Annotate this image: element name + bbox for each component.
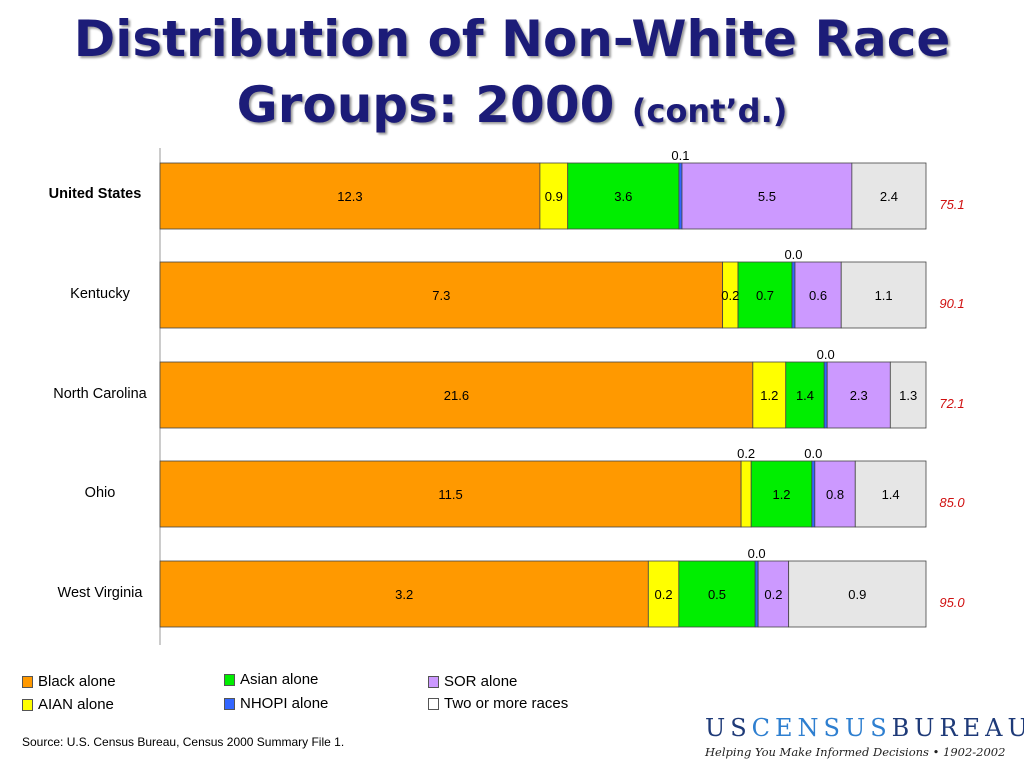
legend-label-nhopi: NHOPI alone — [240, 695, 329, 712]
segment-value-label: 0.2 — [655, 587, 673, 602]
legend-swatch-nhopi — [224, 697, 235, 710]
bar-segment — [752, 361, 787, 429]
logo-bureau: BUREAU — [891, 714, 1024, 742]
bar-segment — [159, 560, 649, 628]
bar-segment — [647, 560, 680, 628]
white-alone-value: 90.1 — [939, 296, 964, 311]
white-alone-value: 85.0 — [939, 495, 965, 510]
segment-value-label: 1.4 — [882, 487, 900, 502]
segment-value-label: 0.7 — [756, 288, 774, 303]
bar-segment — [159, 361, 754, 429]
white-alone-value: 75.1 — [939, 197, 964, 212]
segment-value-label-above: 0.0 — [748, 546, 766, 561]
segment-value-label: 1.4 — [796, 388, 814, 403]
category-label: Ohio — [85, 485, 116, 501]
bar-segment — [788, 560, 927, 628]
legend-item-asian: Asian alone — [224, 671, 318, 688]
logo-wordmark: USCENSUSBUREAU — [705, 714, 1024, 742]
logo-us: US — [705, 714, 752, 742]
segment-value-label: 0.2 — [721, 288, 739, 303]
legend-item-two-or-more: Two or more races — [428, 695, 568, 712]
census-bureau-logo: USCENSUSBUREAU Helping You Make Informed… — [705, 714, 1024, 759]
legend-item-black: Black alone — [22, 673, 116, 690]
segment-value-label: 0.9 — [545, 189, 563, 204]
legend-label-two-or-more: Two or more races — [444, 695, 569, 712]
segment-value-label: 3.2 — [395, 587, 413, 602]
bar-segment — [826, 361, 891, 429]
chart-title-main: Groups: 2000 — [236, 76, 615, 134]
segment-value-label: 1.3 — [899, 388, 917, 403]
bar-segment — [840, 261, 927, 329]
segment-value-label: 0.2 — [764, 587, 782, 602]
segment-value-label: 12.3 — [337, 189, 362, 204]
segment-value-label: 1.2 — [760, 388, 778, 403]
legend-label-aian: AIAN alone — [38, 696, 114, 713]
category-label: North Carolina — [53, 386, 147, 402]
chart-title-suffix: (cont’d.) — [631, 92, 788, 130]
segment-value-label: 0.8 — [826, 487, 844, 502]
bar-segment — [737, 261, 793, 329]
bar-segment — [754, 560, 759, 628]
bar-segment — [889, 361, 927, 429]
bar-segment — [814, 460, 856, 528]
bar-segment — [823, 361, 828, 429]
category-label: United States — [49, 186, 142, 202]
segment-value-label: 11.5 — [438, 487, 462, 502]
segment-value-label-above: 0.0 — [784, 247, 802, 262]
segment-value-label: 5.5 — [758, 189, 776, 204]
chart-title-line2: Groups: 2000 (cont’d.) — [0, 80, 1024, 130]
bar-segment — [851, 162, 927, 230]
segment-value-label: 1.2 — [772, 487, 790, 502]
bar-segment — [750, 460, 813, 528]
bar-segment — [159, 460, 742, 528]
bar-segment — [159, 162, 541, 230]
logo-tagline: Helping You Make Informed Decisions • 19… — [705, 745, 1006, 759]
segment-value-label: 2.3 — [850, 388, 868, 403]
logo-census: CENSUS — [751, 714, 892, 742]
legend-swatch-asian — [224, 673, 235, 686]
bar-segment — [791, 261, 796, 329]
bar-segment — [740, 460, 752, 528]
legend-swatch-sor — [428, 675, 439, 688]
source-note: Source: U.S. Census Bureau, Census 2000 … — [22, 735, 345, 749]
legend-label-asian: Asian alone — [240, 671, 319, 688]
segment-value-label-above: 0.0 — [804, 446, 822, 461]
segment-value-label-above: 0.2 — [737, 446, 755, 461]
bar-segment — [567, 162, 680, 230]
segment-value-label-above: 0.1 — [671, 148, 689, 163]
bar-segment — [854, 460, 927, 528]
legend-item-sor: SOR alone — [428, 673, 517, 690]
chart-title-line1: Distribution of Non-White Race — [73, 10, 951, 68]
bar-segment — [159, 261, 724, 329]
legend-label-black: Black alone — [38, 673, 116, 690]
bar-segment — [811, 460, 816, 528]
segment-value-label: 3.6 — [614, 189, 632, 204]
segment-value-label: 1.1 — [875, 288, 893, 303]
legend-swatch-black — [22, 675, 33, 688]
white-alone-value: 95.0 — [939, 595, 965, 610]
legend-swatch-aian — [22, 698, 33, 711]
bar-segment — [757, 560, 790, 628]
legend-label-sor: SOR alone — [444, 673, 518, 690]
segment-value-label: 0.6 — [809, 288, 827, 303]
legend-item-nhopi: NHOPI alone — [224, 695, 328, 712]
legend-swatch-two-or-more — [428, 697, 439, 710]
white-alone-value: 72.1 — [939, 396, 964, 411]
segment-value-label: 0.5 — [708, 587, 726, 602]
segment-value-label: 2.4 — [880, 189, 898, 204]
segment-value-label: 21.6 — [444, 388, 469, 403]
category-label: West Virginia — [58, 585, 144, 601]
segment-value-label-above: 0.0 — [817, 347, 835, 362]
segment-value-label: 7.3 — [432, 288, 450, 303]
legend-item-aian: AIAN alone — [22, 696, 114, 713]
bar-segment — [678, 162, 683, 230]
category-label: Kentucky — [70, 286, 130, 302]
segment-value-label: 0.9 — [848, 587, 866, 602]
bar-segment — [681, 162, 853, 230]
bar-segment — [539, 162, 569, 230]
